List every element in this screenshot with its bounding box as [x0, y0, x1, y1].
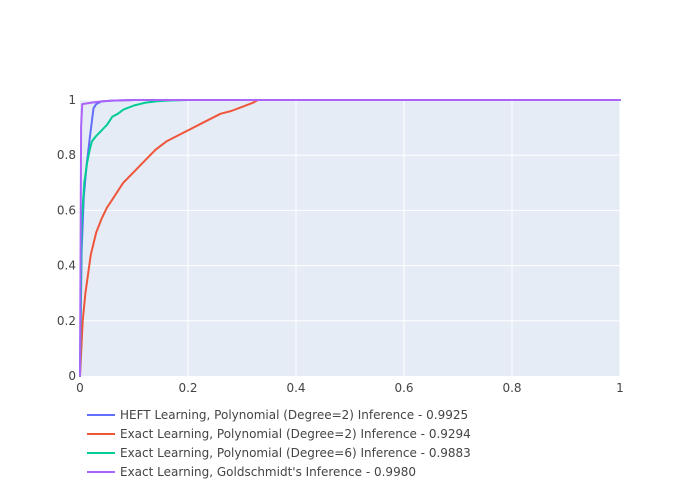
legend-label: Exact Learning, Polynomial (Degree=6) In… [120, 446, 471, 460]
series-line-2 [79, 99, 621, 377]
y-tick-label: 0.6 [57, 203, 76, 217]
x-tick-label: 0.4 [286, 381, 305, 395]
x-tick-label: 0.6 [394, 381, 413, 395]
x-tick-label: 0.2 [178, 381, 197, 395]
y-tick-label: 1 [68, 93, 76, 107]
legend-label: Exact Learning, Polynomial (Degree=2) In… [120, 427, 471, 441]
series-line-4 [79, 99, 621, 377]
y-tick-label: 0.2 [57, 314, 76, 328]
x-axis-ticks: 0 0.2 0.4 0.6 0.8 1 [76, 381, 624, 395]
y-tick-label: 0 [68, 369, 76, 383]
legend-label: Exact Learning, Goldschmidt's Inference … [120, 465, 416, 479]
x-tick-label: 1 [616, 381, 624, 395]
legend-label: HEFT Learning, Polynomial (Degree=2) Inf… [120, 408, 468, 422]
series-lines [79, 99, 621, 377]
y-tick-label: 0.8 [57, 148, 76, 162]
x-tick-label: 0 [76, 381, 84, 395]
plot-area [80, 100, 620, 376]
legend: HEFT Learning, Polynomial (Degree=2) Inf… [87, 408, 471, 479]
y-axis-ticks: 0 0.2 0.4 0.6 0.8 1 [57, 93, 76, 383]
x-tick-label: 0.8 [502, 381, 521, 395]
y-tick-label: 0.4 [57, 259, 76, 273]
